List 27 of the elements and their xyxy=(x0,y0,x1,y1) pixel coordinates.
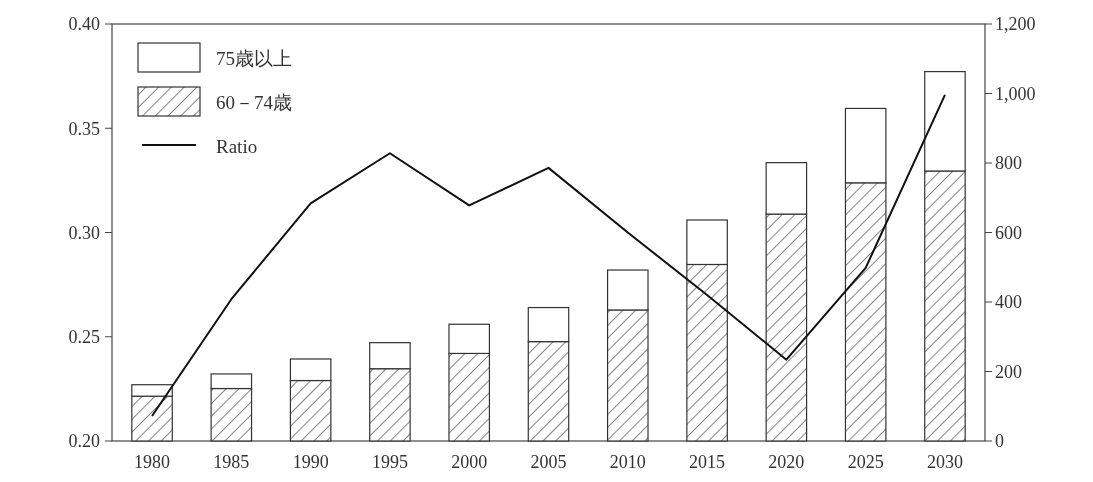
y-tick-label: 0.30 xyxy=(68,222,100,243)
y2-tick-label: 600 xyxy=(995,222,1022,243)
x-tick-label: 1980 xyxy=(134,452,171,472)
y2-tick-label: 0 xyxy=(995,431,1004,452)
legend-label: 60－74歳 xyxy=(216,91,292,113)
legend-label: 75歳以上 xyxy=(216,47,292,69)
y2-tick-label: 800 xyxy=(995,153,1022,174)
line-series xyxy=(151,93,946,417)
y2-tick-label: 1,000 xyxy=(995,83,1036,104)
x-tick-label: 2030 xyxy=(926,452,963,472)
legend-label: Ratio xyxy=(216,135,258,157)
x-tick-label: 1995 xyxy=(371,452,408,472)
y-tick-label: 0.20 xyxy=(68,431,100,452)
x-tick-label: 2015 xyxy=(689,452,726,472)
y2-tick-label: 400 xyxy=(995,292,1022,313)
x-tick-label: 1990 xyxy=(292,452,329,472)
x-tick-label: 1985 xyxy=(213,452,250,472)
y2-tick-label: 1,200 xyxy=(995,14,1036,35)
x-tick-label: 2025 xyxy=(847,452,884,472)
x-tick-label: 2000 xyxy=(451,452,488,472)
y-tick-label: 0.35 xyxy=(68,118,100,139)
y-tick-label: 0.40 xyxy=(68,14,100,35)
x-tick-label: 2010 xyxy=(609,452,646,472)
x-tick-label: 2005 xyxy=(530,452,567,472)
y-tick-label: 0.25 xyxy=(68,327,100,348)
x-tick-label: 2020 xyxy=(768,452,805,472)
y2-tick-label: 200 xyxy=(995,361,1022,382)
